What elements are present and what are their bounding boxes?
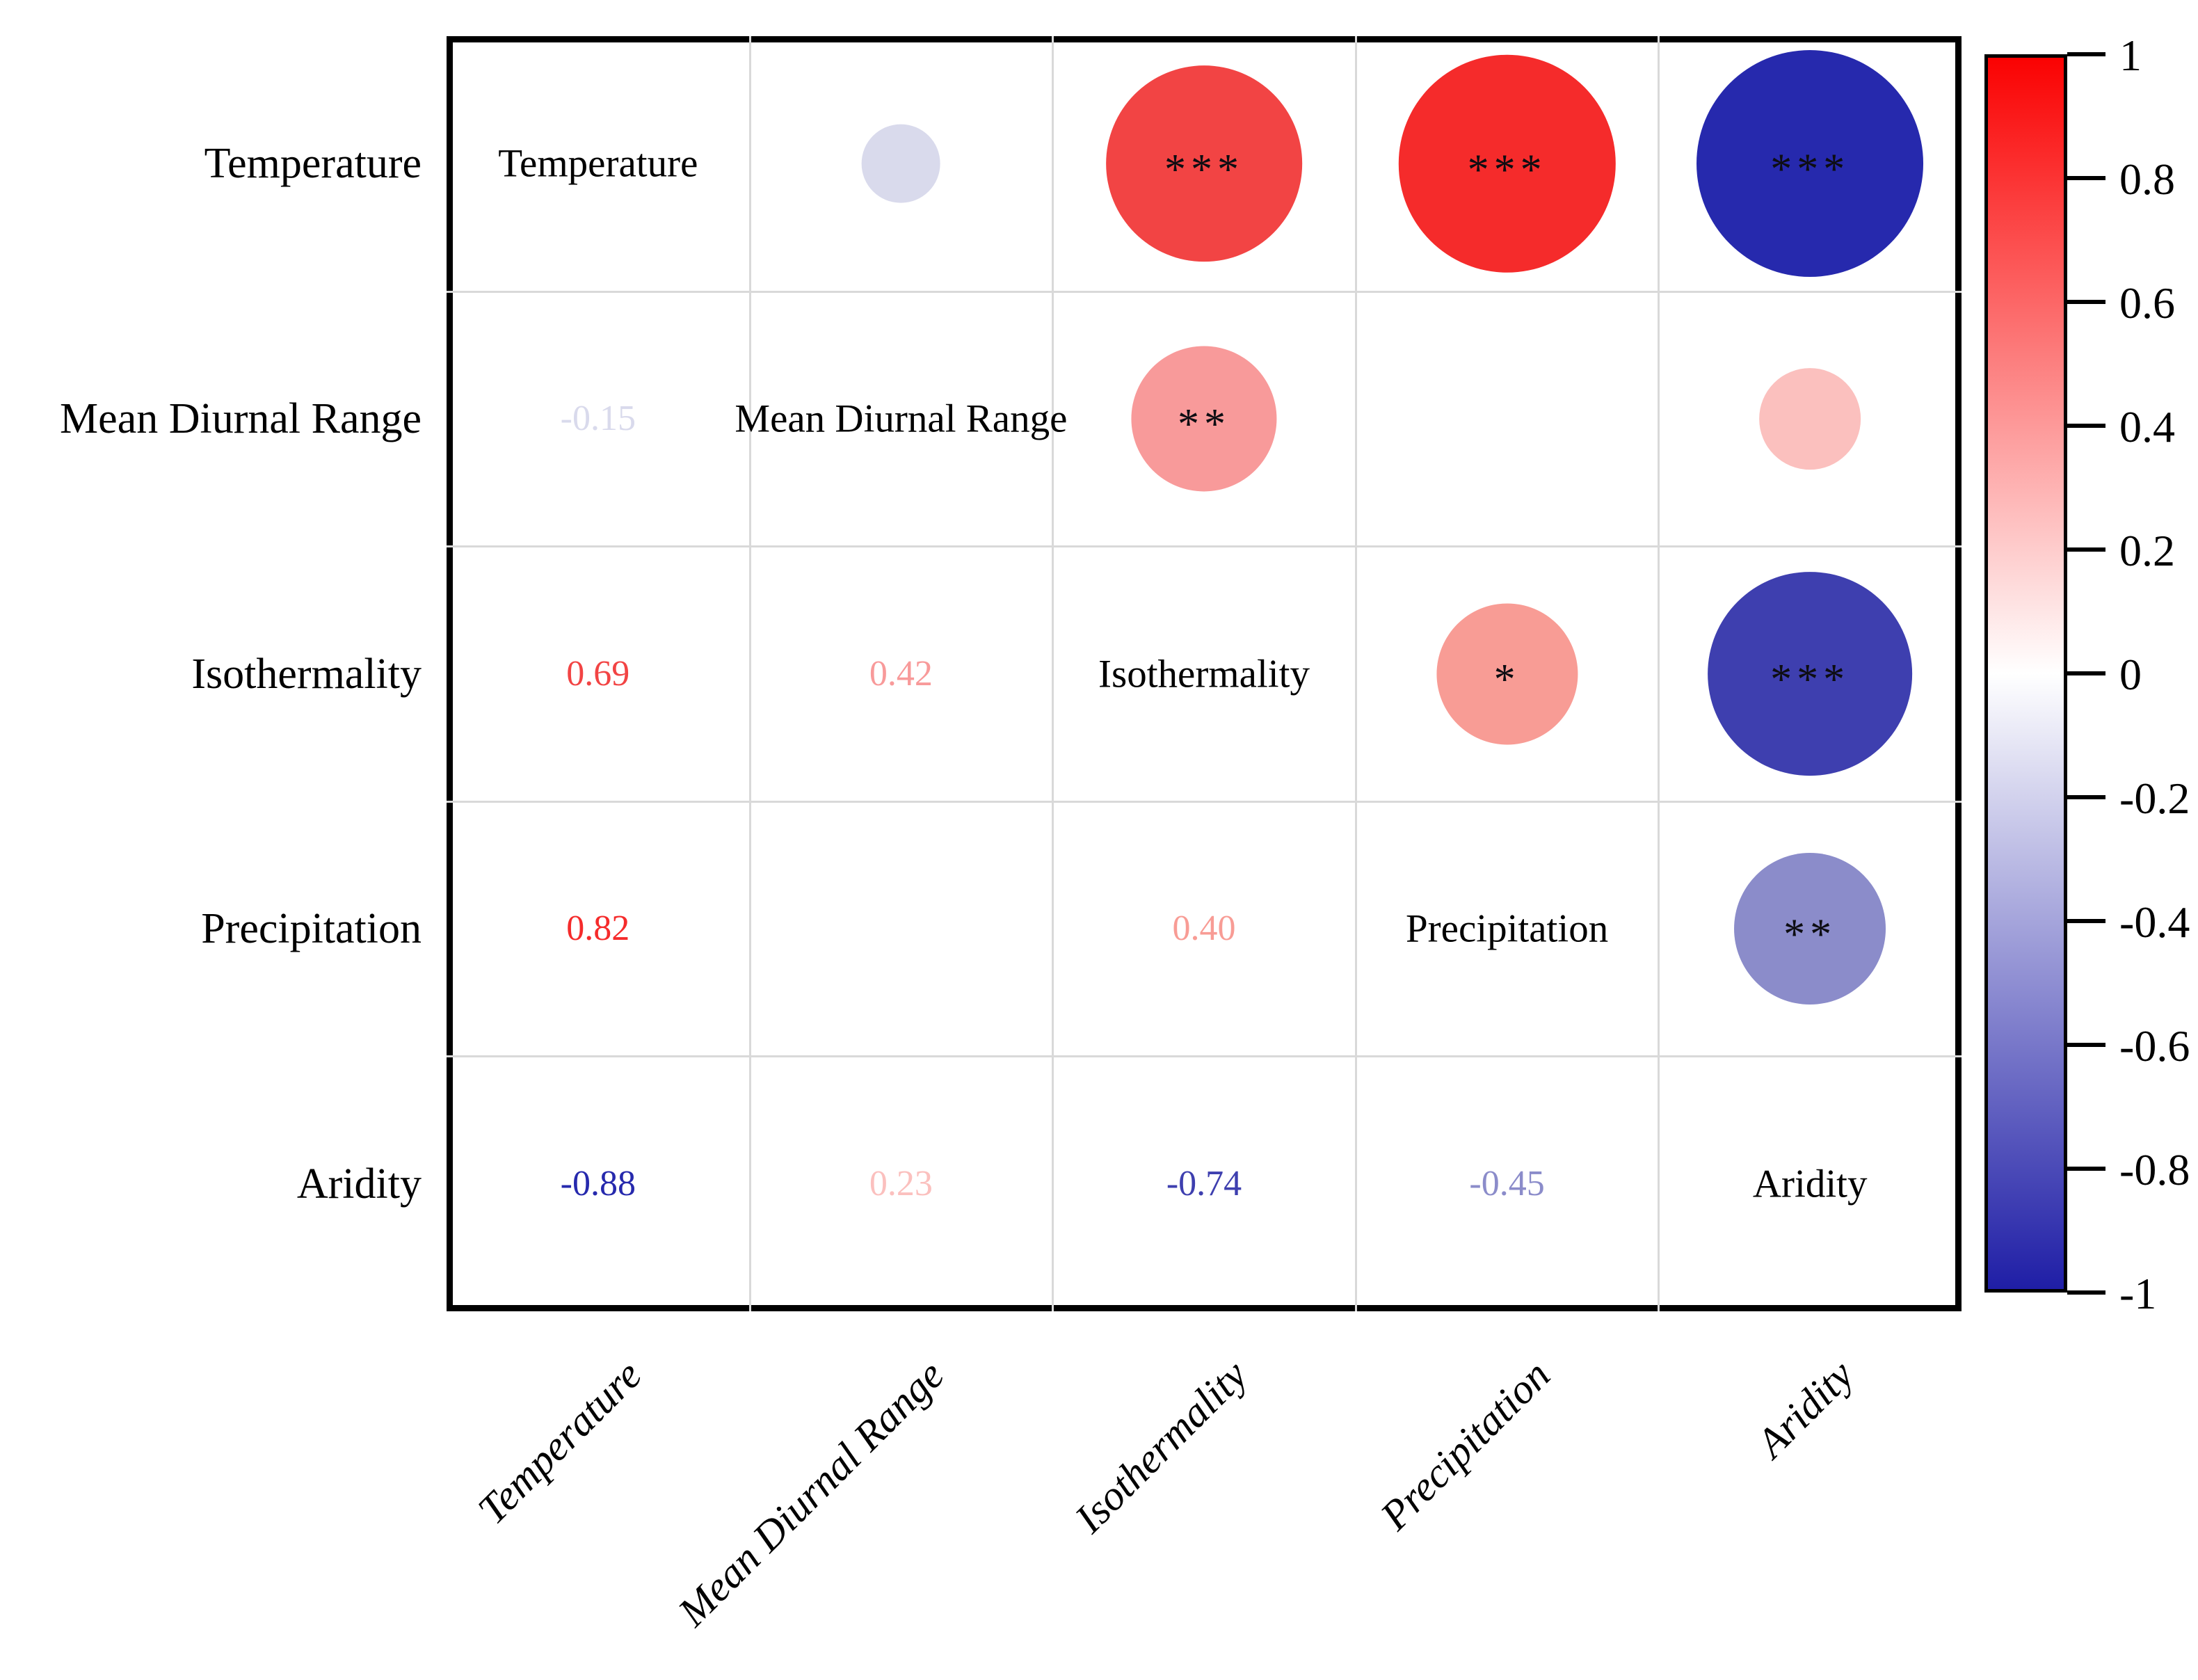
correlation-circle: *** xyxy=(1708,571,1913,776)
grid-line-vertical xyxy=(1658,36,1660,1311)
correlation-value: -0.74 xyxy=(1166,1163,1242,1203)
correlation-value: -0.45 xyxy=(1469,1163,1545,1203)
significance-stars: ** xyxy=(1783,911,1837,959)
significance-stars: ** xyxy=(1178,401,1230,449)
grid-line-vertical xyxy=(1354,36,1357,1311)
colorbar-tick-label: -0.2 xyxy=(2119,774,2190,823)
grid-line-vertical xyxy=(748,36,751,1311)
y-axis-label: Aridity xyxy=(296,1160,422,1208)
colorbar-tick-label: -0.8 xyxy=(2119,1145,2190,1194)
colorbar-tick-mark xyxy=(2067,671,2105,675)
significance-stars: * xyxy=(1493,656,1521,704)
significance-stars: *** xyxy=(1467,145,1547,193)
correlation-circle: ** xyxy=(1734,853,1886,1005)
correlation-circle xyxy=(1759,368,1861,470)
colorbar-tick-label: -0.4 xyxy=(2119,897,2190,947)
colorbar-tick-mark xyxy=(2067,547,2105,552)
correlation-value: -0.15 xyxy=(560,398,636,438)
significance-stars: *** xyxy=(1164,145,1244,193)
colorbar-tick-label: -0.6 xyxy=(2119,1021,2190,1071)
correlation-circle: * xyxy=(1436,602,1578,745)
colorbar-gradient xyxy=(1984,54,2067,1293)
x-axis-label: Aridity xyxy=(1747,1351,1862,1466)
correlation-circle: ** xyxy=(1131,346,1277,492)
colorbar-tick-mark xyxy=(2067,424,2105,428)
grid-line-horizontal xyxy=(447,290,1962,293)
correlation-value: -0.88 xyxy=(560,1163,636,1203)
grid-line-vertical xyxy=(1052,36,1054,1311)
correlation-value: 0.23 xyxy=(869,1163,933,1203)
y-axis-label: Precipitation xyxy=(201,905,422,953)
significance-stars: *** xyxy=(1770,656,1850,704)
correlation-circle xyxy=(862,124,940,203)
x-axis-label: Isothermality xyxy=(1066,1351,1256,1542)
colorbar-tick-mark xyxy=(2067,176,2105,180)
diagonal-variable-label: Aridity xyxy=(1752,1162,1868,1206)
colorbar-tick-mark xyxy=(2067,919,2105,923)
colorbar-tick-label: 0.2 xyxy=(2119,526,2175,575)
colorbar-tick-mark xyxy=(2067,300,2105,304)
colorbar-tick-mark xyxy=(2067,1290,2105,1295)
correlation-value: 0.69 xyxy=(566,653,630,694)
y-axis-label: Isothermality xyxy=(191,650,422,698)
x-axis-label: Mean Diurnal Range xyxy=(669,1351,953,1635)
grid-line-horizontal xyxy=(447,1055,1962,1058)
grid-line-horizontal xyxy=(447,800,1962,803)
diagonal-variable-label: Isothermality xyxy=(1098,652,1310,696)
colorbar-tick-mark xyxy=(2067,1167,2105,1171)
correlation-value: 0.42 xyxy=(869,653,933,694)
colorbar-tick-mark xyxy=(2067,1043,2105,1047)
diagonal-variable-label: Temperature xyxy=(498,141,698,186)
colorbar-tick-mark xyxy=(2067,52,2105,56)
significance-stars: *** xyxy=(1770,145,1850,193)
colorbar-tick-label: 0.8 xyxy=(2119,154,2175,204)
correlation-circle: *** xyxy=(1106,65,1302,262)
colorbar-tick-mark xyxy=(2067,795,2105,799)
correlation-value: 0.40 xyxy=(1172,909,1236,949)
correlation-value: 0.82 xyxy=(566,909,630,949)
colorbar-tick-label: -1 xyxy=(2119,1269,2157,1318)
grid-line-horizontal xyxy=(447,545,1962,548)
diagonal-variable-label: Mean Diurnal Range xyxy=(735,397,1068,441)
colorbar-tick-label: 0 xyxy=(2119,650,2142,699)
colorbar-tick-label: 1 xyxy=(2119,31,2142,80)
colorbar-tick-label: 0.6 xyxy=(2119,278,2175,328)
diagonal-variable-label: Precipitation xyxy=(1405,906,1609,951)
y-axis-label: Mean Diurnal Range xyxy=(60,394,422,442)
x-axis-label: Temperature xyxy=(468,1351,650,1533)
colorbar-tick-label: 0.4 xyxy=(2119,402,2175,451)
y-axis-label: Temperature xyxy=(204,140,422,188)
correlation-circle: *** xyxy=(1696,50,1924,278)
correlation-circle: *** xyxy=(1398,55,1616,273)
x-axis-label: Precipitation xyxy=(1372,1351,1559,1539)
